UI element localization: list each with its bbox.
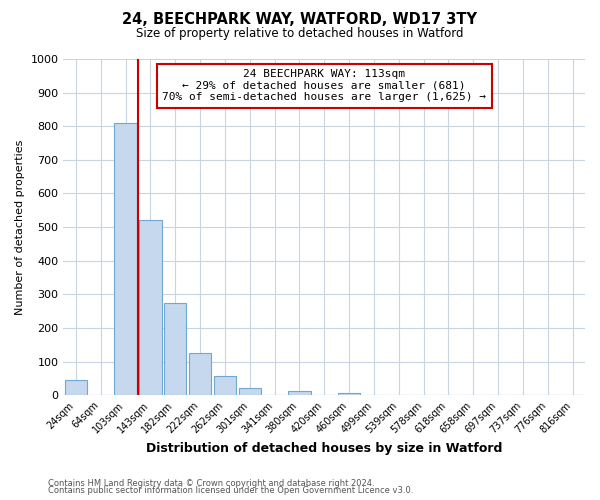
Text: Size of property relative to detached houses in Watford: Size of property relative to detached ho…	[136, 28, 464, 40]
Bar	[139, 220, 161, 395]
Bar	[189, 353, 211, 395]
Bar	[214, 376, 236, 395]
Bar	[239, 388, 261, 395]
X-axis label: Distribution of detached houses by size in Watford: Distribution of detached houses by size …	[146, 442, 502, 455]
Y-axis label: Number of detached properties: Number of detached properties	[15, 140, 25, 315]
Bar	[338, 392, 360, 395]
Text: Contains HM Land Registry data © Crown copyright and database right 2024.: Contains HM Land Registry data © Crown c…	[48, 478, 374, 488]
Bar	[288, 391, 311, 395]
Bar	[115, 123, 137, 395]
Bar	[164, 302, 187, 395]
Text: 24, BEECHPARK WAY, WATFORD, WD17 3TY: 24, BEECHPARK WAY, WATFORD, WD17 3TY	[122, 12, 478, 28]
Text: 24 BEECHPARK WAY: 113sqm
← 29% of detached houses are smaller (681)
70% of semi-: 24 BEECHPARK WAY: 113sqm ← 29% of detach…	[162, 69, 486, 102]
Text: Contains public sector information licensed under the Open Government Licence v3: Contains public sector information licen…	[48, 486, 413, 495]
Bar	[65, 380, 87, 395]
